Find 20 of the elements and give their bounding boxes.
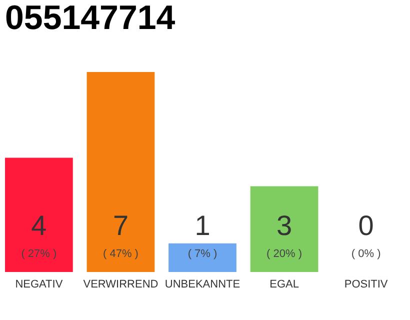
- annotation: ( 47% ): [102, 248, 138, 260]
- data-label: 3: [276, 210, 292, 241]
- x-tick-label: NEGATIV: [15, 278, 64, 290]
- data-label: 7: [112, 210, 129, 241]
- x-tick-label: UNBEKANNTE: [164, 278, 240, 290]
- bar: [168, 243, 236, 272]
- annotation: ( 0% ): [351, 248, 381, 260]
- data-label: 0: [358, 210, 374, 241]
- data-label: 4: [31, 210, 47, 241]
- chart-title: 055147714: [5, 0, 176, 37]
- x-tick-label: POSITIV: [344, 278, 388, 290]
- bar: [250, 186, 318, 272]
- bar: [5, 158, 73, 272]
- annotation: ( 20% ): [266, 248, 302, 260]
- x-tick-label: VERWIRREND: [83, 278, 158, 290]
- bar: [86, 72, 155, 272]
- data-label: 1: [194, 210, 210, 241]
- annotation: ( 27% ): [21, 248, 57, 260]
- annotation: ( 7% ): [188, 248, 218, 260]
- x-tick-label: EGAL: [270, 278, 299, 290]
